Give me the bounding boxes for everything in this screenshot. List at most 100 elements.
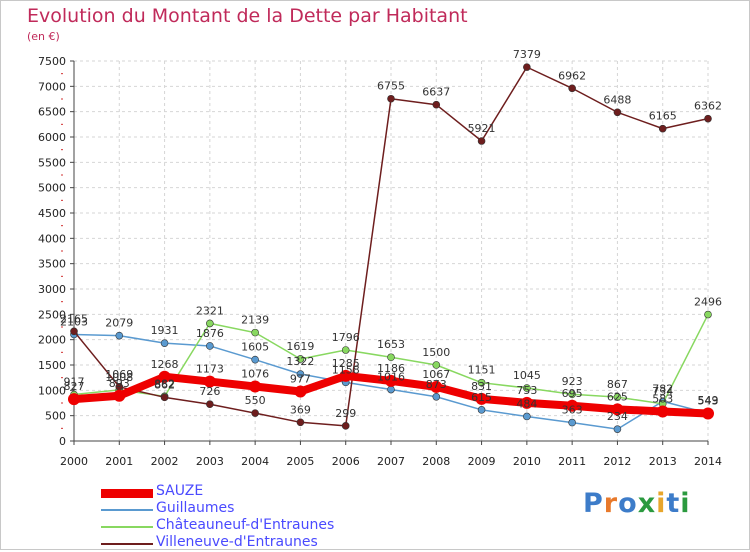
legend-swatch bbox=[101, 526, 153, 528]
y-tick-label: 4500 bbox=[38, 207, 66, 220]
data-point bbox=[523, 384, 531, 392]
data-label: 827 bbox=[64, 380, 85, 393]
data-label: 234 bbox=[607, 410, 628, 423]
data-label: 6962 bbox=[558, 69, 586, 82]
data-label: 882 bbox=[154, 377, 175, 390]
y-tick-label: 2000 bbox=[38, 334, 66, 347]
data-point bbox=[704, 114, 712, 123]
data-point bbox=[160, 339, 169, 347]
logo-letter: i bbox=[680, 488, 691, 519]
data-label: 2165 bbox=[60, 312, 88, 325]
data-label: 583 bbox=[652, 392, 673, 405]
data-label: 753 bbox=[516, 384, 537, 397]
data-label: 6755 bbox=[377, 80, 405, 93]
x-tick-label: 2005 bbox=[286, 455, 314, 468]
data-label: 2321 bbox=[196, 304, 224, 317]
y-tick-label: 7000 bbox=[38, 80, 66, 93]
logo-letter: t bbox=[666, 488, 681, 519]
x-tick-label: 2003 bbox=[196, 455, 224, 468]
data-label: 6362 bbox=[694, 100, 722, 113]
y-tick-label: 500 bbox=[45, 410, 66, 423]
data-label: 1653 bbox=[377, 338, 405, 351]
data-label: 1076 bbox=[241, 367, 269, 380]
data-point bbox=[568, 84, 576, 93]
data-point bbox=[160, 393, 169, 402]
axes: 0 500 1000 1500 2000 2500 3000 3500 4000 4500 5000… bbox=[38, 55, 722, 468]
y-tick-label: 5000 bbox=[38, 182, 66, 195]
data-point bbox=[613, 108, 622, 117]
x-tick-label: 2013 bbox=[649, 455, 677, 468]
data-label: 734 bbox=[652, 385, 673, 398]
logo-letter: i bbox=[656, 488, 667, 519]
data-point bbox=[341, 422, 350, 430]
legend-label: Guillaumes bbox=[156, 500, 235, 516]
data-label: 726 bbox=[199, 385, 220, 398]
data-point bbox=[704, 310, 712, 319]
data-label: 917 bbox=[64, 376, 85, 389]
data-point bbox=[656, 405, 669, 418]
data-point bbox=[113, 389, 126, 402]
data-point bbox=[387, 353, 395, 362]
data-point bbox=[251, 409, 259, 417]
data-point bbox=[206, 319, 214, 328]
data-label: 2496 bbox=[694, 296, 722, 309]
legend-label: SAUZE bbox=[156, 483, 204, 499]
y-tick-label: 6500 bbox=[38, 106, 66, 119]
data-point bbox=[520, 396, 533, 409]
data-label: 1008 bbox=[105, 371, 133, 384]
x-tick-label: 2004 bbox=[241, 455, 269, 468]
data-point bbox=[568, 390, 576, 399]
data-point bbox=[387, 94, 395, 103]
data-point bbox=[385, 374, 397, 387]
data-point bbox=[613, 393, 622, 401]
data-point bbox=[158, 370, 171, 383]
legend-label: Châteauneuf-d'Entraunes bbox=[156, 517, 335, 533]
data-label: 1045 bbox=[513, 369, 541, 382]
logo-letter: P bbox=[583, 488, 604, 519]
proxiti-logo: Proxiti bbox=[583, 488, 691, 519]
data-point bbox=[430, 380, 443, 393]
data-point bbox=[523, 63, 531, 71]
data-label: 1876 bbox=[196, 327, 224, 340]
data-label: 625 bbox=[607, 390, 628, 403]
data-label: 2103 bbox=[60, 315, 88, 328]
chart-unit: (en €) bbox=[27, 30, 60, 43]
y-tick-label: 0 bbox=[59, 435, 66, 448]
data-label: 1796 bbox=[332, 331, 360, 344]
data-label: 549 bbox=[698, 394, 719, 407]
series-3 bbox=[70, 63, 712, 430]
series-1 bbox=[70, 330, 712, 433]
data-point bbox=[341, 346, 350, 354]
data-label: 923 bbox=[562, 375, 583, 388]
data-label: 873 bbox=[426, 378, 447, 391]
data-point bbox=[568, 418, 576, 427]
data-label: 1322 bbox=[286, 355, 314, 368]
y-tick-label: 5500 bbox=[38, 156, 66, 169]
data-point bbox=[339, 369, 352, 382]
legend-swatch bbox=[101, 488, 153, 498]
data-label: 831 bbox=[471, 380, 492, 393]
data-point bbox=[251, 355, 259, 364]
data-label: 1067 bbox=[422, 368, 450, 381]
data-point bbox=[523, 412, 531, 421]
data-point bbox=[477, 378, 486, 387]
x-tick-label: 2006 bbox=[332, 455, 360, 468]
data-point bbox=[432, 392, 441, 401]
data-point bbox=[296, 418, 305, 427]
data-point bbox=[115, 331, 124, 340]
data-point bbox=[296, 355, 305, 363]
data-label: 867 bbox=[607, 378, 628, 391]
data-label: 369 bbox=[290, 403, 311, 416]
y-tick-label: 1500 bbox=[38, 359, 66, 372]
data-point bbox=[206, 342, 214, 350]
logo-letter: x bbox=[637, 488, 657, 519]
data-point bbox=[432, 100, 441, 109]
legend-item: SAUZE bbox=[101, 483, 361, 501]
y-tick-label: 3500 bbox=[38, 258, 66, 271]
data-label: 6488 bbox=[603, 93, 631, 106]
x-tick-label: 2012 bbox=[603, 455, 631, 468]
data-point bbox=[475, 392, 488, 405]
data-point bbox=[203, 375, 216, 388]
legend-swatch bbox=[101, 509, 153, 511]
